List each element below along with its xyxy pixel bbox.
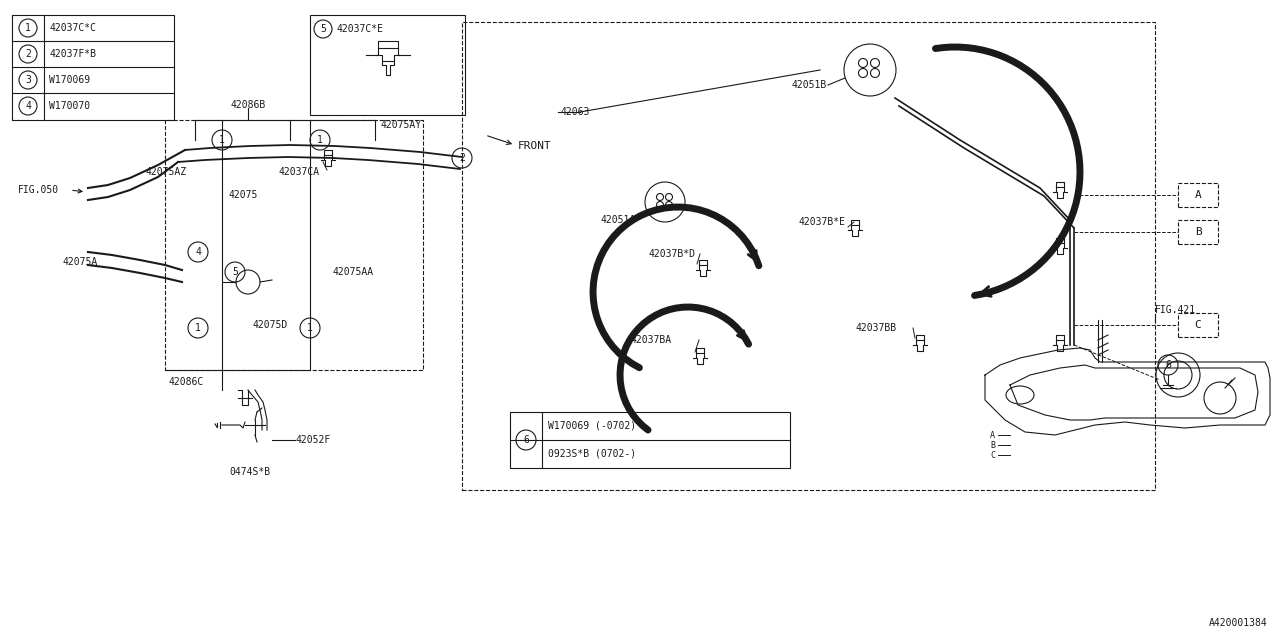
Text: 42075AY: 42075AY [380,120,421,130]
Text: 1: 1 [195,323,201,333]
Text: 42051A: 42051A [600,215,636,225]
Bar [1178,313,1219,337]
Text: 1: 1 [317,135,323,145]
Text: 42075D: 42075D [252,320,287,330]
Text: A: A [989,431,995,440]
Bar [165,120,422,370]
Text: 42037CA: 42037CA [278,167,319,177]
Text: 42075AZ: 42075AZ [145,167,186,177]
Text: 4: 4 [26,101,31,111]
Text: 42037F*B: 42037F*B [49,49,96,59]
Text: 42052F: 42052F [294,435,330,445]
Text: 1: 1 [307,323,312,333]
Bar [310,15,465,115]
Text: 42037C*C: 42037C*C [49,23,96,33]
Text: 0474S*B: 0474S*B [229,467,270,477]
Text: W170070: W170070 [49,101,90,111]
Text: A: A [1194,190,1202,200]
Text: FRONT: FRONT [518,141,552,151]
Bar [1178,183,1219,207]
Text: 1: 1 [219,135,225,145]
Text: 1: 1 [26,23,31,33]
Text: C: C [1194,320,1202,330]
Text: 4: 4 [195,247,201,257]
Text: 42037BB: 42037BB [855,323,896,333]
Text: W170069 (-0702): W170069 (-0702) [548,421,636,431]
Text: 42075A: 42075A [61,257,97,267]
Text: 6: 6 [524,435,529,445]
Text: 42051B: 42051B [792,80,827,90]
Text: 42063: 42063 [561,107,589,117]
Text: 3: 3 [26,75,31,85]
Text: C: C [989,451,995,460]
Text: 6: 6 [1165,360,1171,370]
Text: B: B [989,440,995,449]
Text: 2: 2 [26,49,31,59]
Text: FIG.050: FIG.050 [18,185,59,195]
Text: 42086B: 42086B [230,100,266,110]
Text: B: B [1194,227,1202,237]
Text: 42086C: 42086C [168,377,204,387]
Text: 42037B*E: 42037B*E [797,217,845,227]
Text: 5: 5 [232,267,238,277]
Text: 5: 5 [320,24,326,34]
Text: 42075: 42075 [228,190,257,200]
Text: 42037B*D: 42037B*D [648,249,695,259]
Bar [509,412,790,468]
Text: 42037C*E: 42037C*E [337,24,383,34]
Bar [1178,220,1219,244]
Bar [12,15,174,120]
Text: 0923S*B (0702-): 0923S*B (0702-) [548,449,636,459]
Text: 42075AA: 42075AA [332,267,374,277]
Text: 42037BA: 42037BA [630,335,671,345]
Bar [462,22,1155,490]
Text: W170069: W170069 [49,75,90,85]
Text: FIG.421: FIG.421 [1155,305,1196,315]
Text: 2: 2 [460,153,465,163]
Text: A420001384: A420001384 [1210,618,1268,628]
